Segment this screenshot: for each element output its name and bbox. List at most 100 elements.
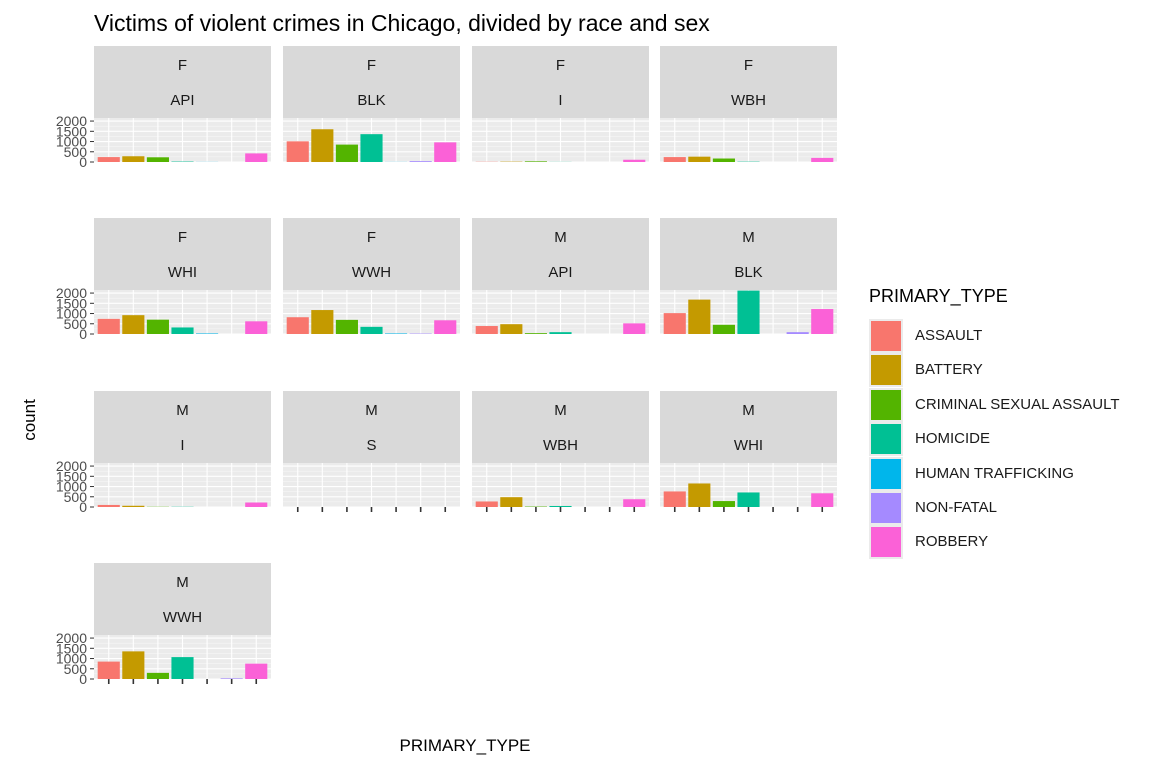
bar-M-API-ASSAULT <box>475 326 498 334</box>
facet-strip-race: BLK <box>357 92 385 109</box>
bar-F-BLK-ROBBERY <box>434 142 457 162</box>
bar-M-WWH-HOMICIDE <box>171 657 194 679</box>
bar-F-API-CRIMINAL SEXUAL ASSAULT <box>146 157 169 162</box>
facet-strip-race: BLK <box>734 264 762 281</box>
legend-item: CRIMINAL SEXUAL ASSAULT <box>869 387 1120 422</box>
legend-key <box>869 353 903 388</box>
facet-strip-sex: M <box>554 402 567 419</box>
bar-F-WBH-ROBBERY <box>811 157 834 162</box>
bar-M-BLK-BATTERY <box>688 299 711 334</box>
legend-label: CRIMINAL SEXUAL ASSAULT <box>915 395 1120 413</box>
facet-panel-M-BLK: M BLK <box>660 218 837 335</box>
facet-strip-race: WHI <box>734 437 763 454</box>
bar-F-I-ROBBERY <box>623 159 646 162</box>
x-axis-label: PRIMARY_TYPE <box>399 736 531 755</box>
bar-M-I-ROBBERY <box>245 502 268 507</box>
legend-key <box>869 387 903 422</box>
facet-panel-F-WWH: F WWH <box>283 218 460 335</box>
bar-M-API-ROBBERY <box>623 323 646 334</box>
bar-M-WHI-CRIMINAL SEXUAL ASSAULT <box>712 501 735 507</box>
facet-strip-race: WWH <box>163 609 202 626</box>
legend: PRIMARY_TYPE ASSAULT BATTERY CRIMINAL SEXU… <box>869 286 1120 560</box>
legend-item: BATTERY <box>869 353 1008 388</box>
facet-strip-sex: F <box>178 57 187 74</box>
y-tick-label: 0 <box>79 671 87 687</box>
y-tick-label: 1000 <box>56 306 87 322</box>
legend-label: HUMAN TRAFFICKING <box>915 464 1074 482</box>
bar-F-API-BATTERY <box>122 156 145 162</box>
bar-F-WHI-HUMAN TRAFFICKING <box>196 333 219 334</box>
bar-F-WBH-CRIMINAL SEXUAL ASSAULT <box>712 158 735 162</box>
bar-F-WHI-ROBBERY <box>245 321 268 334</box>
facet-strip <box>660 391 837 463</box>
y-tick-label: 1500 <box>56 295 87 311</box>
bar-F-API-ROBBERY <box>245 153 268 162</box>
facet-strip-race: WWH <box>352 264 391 281</box>
facet-strip-sex: M <box>176 574 189 591</box>
bar-M-WBH-ROBBERY <box>623 499 646 507</box>
bar-M-BLK-HOMICIDE <box>737 290 760 334</box>
legend-label: ROBBERY <box>915 533 989 551</box>
legend-title: PRIMARY_TYPE <box>869 286 1008 306</box>
facet-strip <box>472 46 649 118</box>
y-tick-label: 0 <box>79 154 87 170</box>
bar-M-BLK-NON-FATAL <box>786 332 809 334</box>
facet-strip-race: API <box>548 264 572 281</box>
bar-M-WHI-HOMICIDE <box>737 492 760 507</box>
y-tick-label: 1500 <box>56 640 87 656</box>
legend-key <box>869 456 903 491</box>
y-tick-label: 2000 <box>56 285 87 301</box>
legend-key <box>869 525 903 560</box>
legend-item: ASSAULT <box>869 319 1008 353</box>
bar-M-API-HOMICIDE <box>549 332 572 334</box>
legend-item: NON-FATAL <box>869 490 1008 525</box>
facet-strip-race: I <box>558 92 562 109</box>
facet-panel-F-WBH: F WBH <box>660 46 837 163</box>
bar-M-WBH-ASSAULT <box>475 501 498 507</box>
facet-strip <box>94 391 271 463</box>
bar-M-WWH-BATTERY <box>122 651 145 679</box>
facet-strip-sex: F <box>367 229 376 246</box>
facet-panel-F-BLK: F BLK <box>283 46 460 163</box>
facet-strip-race: S <box>366 437 376 454</box>
facet-strip <box>94 218 271 290</box>
facet-strip-race: WBH <box>731 92 766 109</box>
legend-label: HOMICIDE <box>915 430 990 448</box>
legend-key <box>869 490 903 525</box>
bar-M-I-BATTERY <box>122 505 145 507</box>
bar-F-BLK-NON-FATAL <box>409 161 432 162</box>
bar-M-WBH-BATTERY <box>500 497 523 507</box>
legend-swatch <box>871 527 901 558</box>
bar-F-WHI-ASSAULT <box>97 318 120 334</box>
bar-M-WBH-HOMICIDE <box>549 505 572 507</box>
facet-strip-sex: M <box>742 229 755 246</box>
legend-swatch <box>871 389 901 420</box>
bar-M-WWH-NON-FATAL <box>220 678 243 679</box>
bar-M-I-ASSAULT <box>97 504 120 507</box>
y-tick-label: 1000 <box>56 134 87 150</box>
bar-M-WHI-BATTERY <box>688 483 711 507</box>
y-tick-label: 2000 <box>56 630 87 646</box>
y-tick-label: 500 <box>64 489 88 505</box>
facet-strip-race: I <box>180 437 184 454</box>
bar-F-WHI-BATTERY <box>122 315 145 334</box>
y-tick-label: 500 <box>64 144 88 160</box>
facet-strip-sex: M <box>554 229 567 246</box>
y-tick-label: 0 <box>79 326 87 342</box>
bar-F-BLK-BATTERY <box>311 129 334 162</box>
legend-swatch <box>871 355 901 386</box>
y-tick-label: 1000 <box>56 651 87 667</box>
bar-M-BLK-CRIMINAL SEXUAL ASSAULT <box>712 324 735 334</box>
bar-F-WHI-HOMICIDE <box>171 327 194 334</box>
bar-M-WHI-ASSAULT <box>663 491 686 507</box>
bar-M-API-CRIMINAL SEXUAL ASSAULT <box>524 333 547 334</box>
legend-swatch <box>871 321 901 351</box>
facet-strip-sex: F <box>178 229 187 246</box>
bar-M-WWH-CRIMINAL SEXUAL ASSAULT <box>146 672 169 679</box>
facet-strip-race: WBH <box>543 437 578 454</box>
bar-F-WWH-ASSAULT <box>286 317 309 334</box>
facet-strip <box>94 46 271 118</box>
